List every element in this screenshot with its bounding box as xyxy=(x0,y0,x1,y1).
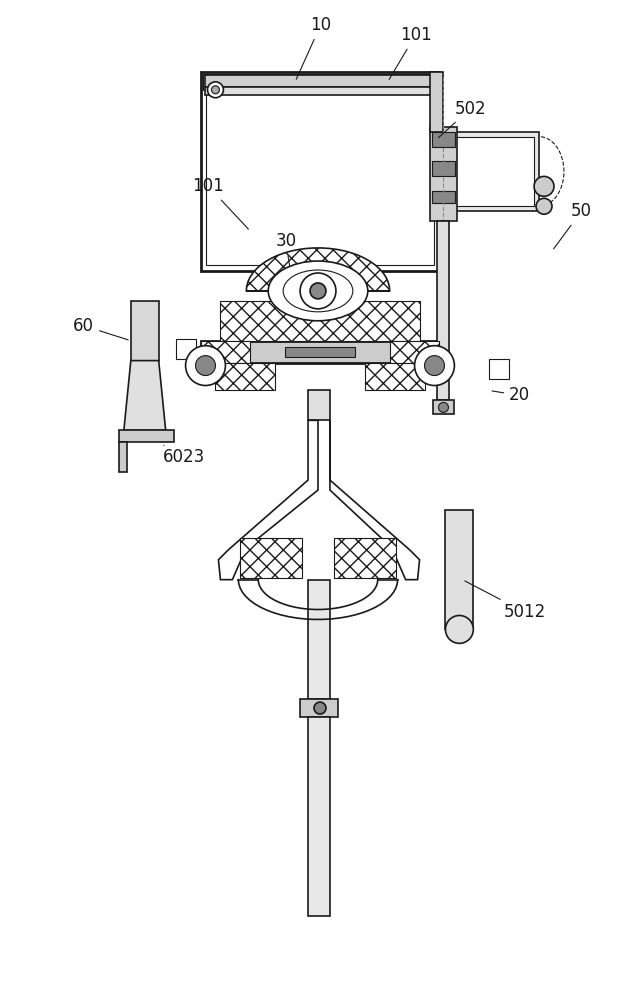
Bar xyxy=(131,301,158,361)
Bar xyxy=(449,132,539,211)
Text: 101: 101 xyxy=(192,177,249,229)
Bar xyxy=(220,301,420,341)
Bar xyxy=(431,132,456,147)
Bar xyxy=(429,72,443,132)
Bar xyxy=(206,87,433,95)
Bar xyxy=(445,510,473,629)
Polygon shape xyxy=(246,248,390,291)
Bar xyxy=(438,221,449,400)
Circle shape xyxy=(310,283,326,299)
Ellipse shape xyxy=(268,261,368,321)
Bar xyxy=(489,359,509,379)
Bar xyxy=(431,161,456,176)
Bar xyxy=(119,430,174,442)
Bar xyxy=(390,341,440,363)
Bar xyxy=(203,74,438,90)
Polygon shape xyxy=(219,420,318,580)
Bar xyxy=(176,339,196,359)
Bar xyxy=(201,341,250,363)
Bar xyxy=(454,137,534,206)
Bar xyxy=(206,75,433,87)
Circle shape xyxy=(185,346,226,385)
Bar xyxy=(201,341,440,363)
Circle shape xyxy=(212,86,219,94)
Bar xyxy=(285,347,355,357)
Circle shape xyxy=(314,702,326,714)
Text: 6023: 6023 xyxy=(163,445,205,466)
Bar xyxy=(240,538,302,578)
Bar xyxy=(308,717,330,916)
Bar xyxy=(206,78,433,265)
Bar xyxy=(300,699,338,717)
Polygon shape xyxy=(124,361,166,430)
Text: 101: 101 xyxy=(389,26,431,79)
Text: 5012: 5012 xyxy=(465,581,546,621)
Bar xyxy=(201,72,440,271)
Ellipse shape xyxy=(445,615,473,643)
Circle shape xyxy=(415,346,454,385)
Bar xyxy=(365,363,424,390)
Circle shape xyxy=(536,198,552,214)
Bar xyxy=(431,191,456,203)
Text: 20: 20 xyxy=(492,386,530,404)
Bar xyxy=(308,390,330,420)
Circle shape xyxy=(534,176,554,196)
Bar xyxy=(215,363,275,390)
Text: 50: 50 xyxy=(553,202,592,249)
Text: 502: 502 xyxy=(438,100,486,138)
Circle shape xyxy=(196,356,215,376)
Text: 30: 30 xyxy=(275,232,296,266)
Bar xyxy=(308,580,330,699)
Bar xyxy=(433,400,454,414)
Bar xyxy=(334,538,396,578)
Circle shape xyxy=(300,273,336,309)
Bar xyxy=(429,127,458,221)
Ellipse shape xyxy=(283,270,353,312)
Circle shape xyxy=(424,356,445,376)
Bar xyxy=(119,442,127,472)
Circle shape xyxy=(208,82,224,98)
Text: 10: 10 xyxy=(296,16,331,79)
Polygon shape xyxy=(330,420,420,580)
Circle shape xyxy=(438,402,449,412)
Text: 60: 60 xyxy=(73,317,128,340)
